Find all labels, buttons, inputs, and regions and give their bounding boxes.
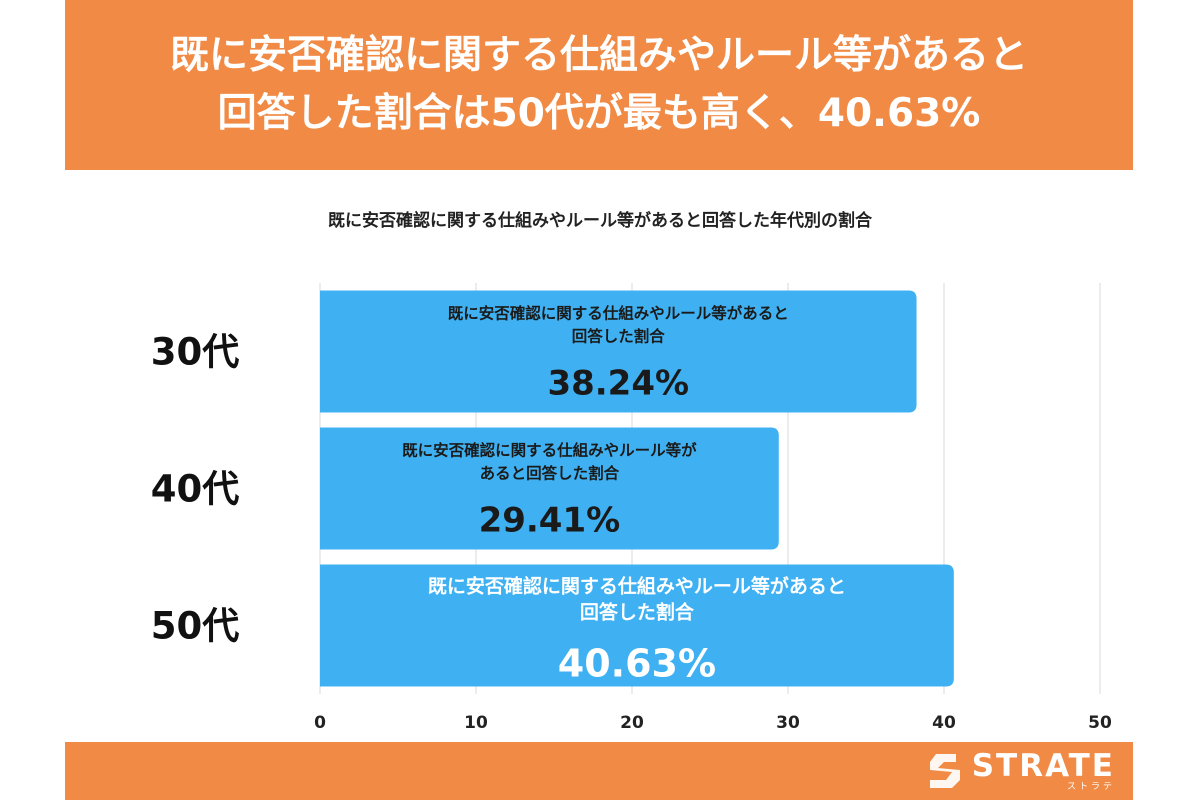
bar-description-label: 回答した割合 [580, 601, 695, 624]
bar-description-label: 既に安否確認に関する仕組みやルール等があると [448, 304, 789, 323]
category-label: 50代 [151, 605, 240, 648]
bar-40代 [320, 427, 779, 550]
x-tick-label: 0 [314, 713, 326, 733]
bar-value-label: 40.63% [558, 642, 716, 686]
bar-value-label: 38.24% [547, 364, 689, 404]
x-tick-label: 40 [932, 713, 956, 733]
chart-title: 既に安否確認に関する仕組みやルール等があると回答した年代別の割合 [328, 211, 872, 231]
bar-description-label: あると回答した割合 [480, 464, 620, 483]
x-tick-label: 20 [620, 713, 644, 733]
x-tick-label: 10 [464, 713, 488, 733]
logo-subtext: ストラテ [1066, 782, 1115, 792]
category-label: 30代 [151, 331, 240, 374]
bar-50代 [320, 564, 954, 687]
bar-30代 [320, 290, 917, 413]
footer-banner: STRATE ストラテ [65, 742, 1133, 800]
bar-value-label: 29.41% [479, 501, 621, 541]
strate-logo: STRATE ストラテ [926, 748, 1115, 794]
header-title-line2: 回答した割合は50代が最も高く、40.63% [217, 91, 981, 136]
bar-description-label: 既に安否確認に関する仕組みやルール等が [402, 441, 697, 460]
category-label: 40代 [151, 468, 240, 511]
logo-text: STRATE [971, 748, 1115, 784]
bar-description-label: 既に安否確認に関する仕組みやルール等があると [428, 575, 846, 598]
strate-logo-icon [929, 754, 960, 788]
x-tick-label: 30 [776, 713, 800, 733]
header-title-line1: 既に安否確認に関する仕組みやルール等があると [169, 33, 1028, 78]
x-tick-label: 50 [1088, 713, 1112, 733]
bar-description-label: 回答した割合 [572, 327, 666, 346]
header-banner: 既に安否確認に関する仕組みやルール等があると 回答した割合は50代が最も高く、4… [65, 0, 1133, 170]
